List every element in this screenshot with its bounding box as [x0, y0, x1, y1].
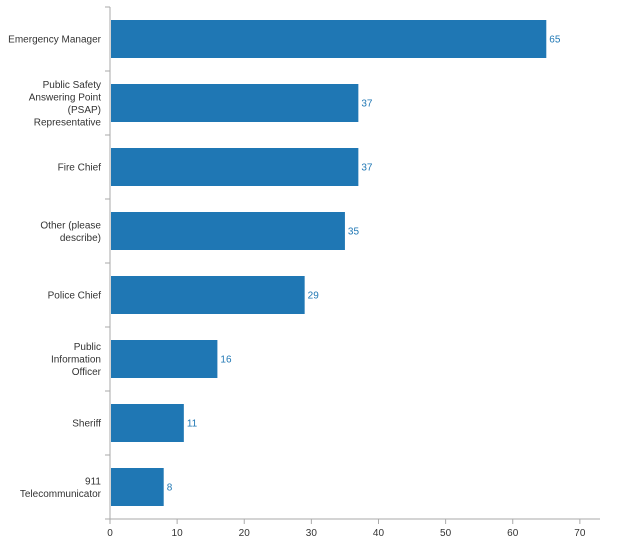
x-tick-label: 60 [507, 528, 519, 539]
category-label: 911 Telecommunicator [20, 476, 102, 500]
bar [111, 148, 359, 186]
value-labels-group: 65 37 37 35 29 16 11 8 [167, 35, 561, 494]
axes-group [109, 7, 600, 520]
x-tick-label: 20 [239, 528, 251, 539]
x-tick-label: 10 [172, 528, 184, 539]
x-tick-label: 30 [306, 528, 318, 539]
category-label: Sheriff [72, 419, 101, 430]
bar-value-label: 16 [220, 355, 232, 366]
category-label: Public Information Officer [51, 342, 102, 378]
bar [111, 20, 547, 58]
bar [111, 340, 218, 378]
bar-value-label: 29 [308, 291, 320, 302]
x-tick-label: 40 [373, 528, 385, 539]
bar [111, 404, 184, 442]
category-label: Other (please describe) [40, 220, 101, 244]
category-label: Fire Chief [58, 163, 102, 174]
category-label: Emergency Manager [8, 35, 101, 46]
bar-value-label: 8 [167, 483, 173, 494]
x-tick-label: 70 [574, 528, 586, 539]
y-ticks-group [105, 6, 110, 520]
category-label: Police Chief [48, 291, 102, 302]
bar [111, 84, 359, 122]
bars-group [111, 20, 547, 506]
x-ticks-group: 0 10 20 30 40 50 60 70 [107, 519, 586, 539]
bar-value-label: 35 [348, 227, 360, 238]
bar [111, 276, 305, 314]
bar-value-label: 11 [187, 419, 198, 430]
bar-value-label: 37 [361, 163, 373, 174]
bar [111, 212, 345, 250]
bar [111, 468, 164, 506]
x-tick-label: 50 [440, 528, 452, 539]
x-tick-label: 0 [107, 528, 113, 539]
category-labels-group: Emergency Manager Public Safety Answering … [8, 35, 101, 500]
category-label: Public Safety Answering Point (PSAP) Repres… [29, 80, 102, 129]
bar-value-label: 65 [549, 35, 561, 46]
bar-value-label: 37 [361, 99, 373, 110]
